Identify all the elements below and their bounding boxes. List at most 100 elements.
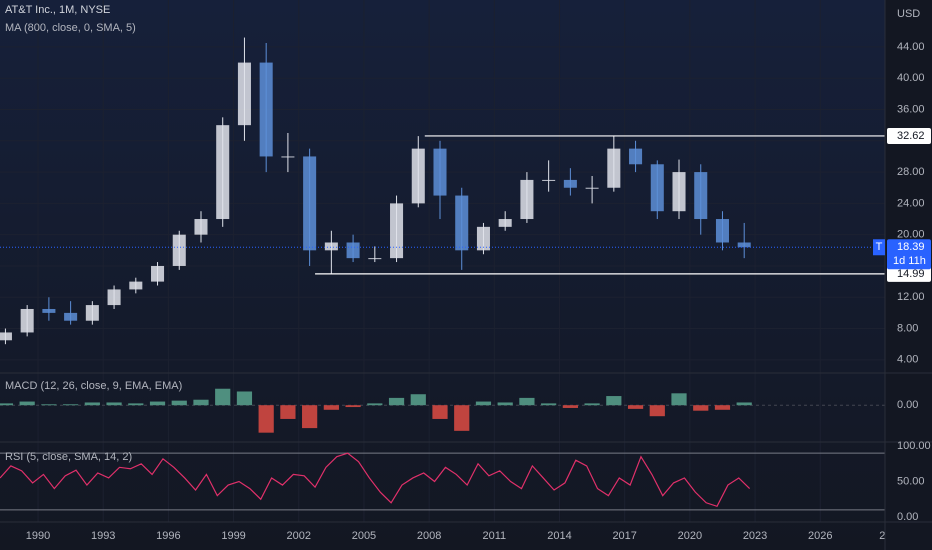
macd-bar bbox=[215, 388, 231, 406]
chart-title: AT&T Inc., 1M, NYSE bbox=[5, 4, 110, 16]
candle-body bbox=[563, 179, 577, 188]
level-tag bbox=[887, 127, 931, 144]
candle-body bbox=[259, 62, 273, 157]
candle-body bbox=[433, 148, 447, 196]
y-tick-label: 40.00 bbox=[897, 72, 925, 84]
x-tick-label: 2005 bbox=[352, 530, 376, 542]
x-tick-label: 2014 bbox=[547, 530, 571, 542]
macd-bar bbox=[280, 405, 296, 419]
macd-bar bbox=[63, 404, 79, 406]
y-tick-label: 20.00 bbox=[897, 229, 925, 241]
x-tick-label: 2020 bbox=[678, 530, 702, 542]
macd-bar bbox=[562, 405, 578, 408]
last-price-tag bbox=[887, 239, 931, 270]
candle-body bbox=[281, 156, 295, 158]
candle-body bbox=[107, 289, 121, 306]
candle-body bbox=[520, 179, 534, 220]
candle-body bbox=[194, 219, 208, 235]
macd-bar bbox=[171, 400, 187, 406]
x-tick-label: 2008 bbox=[417, 530, 441, 542]
candle-body bbox=[0, 332, 12, 341]
level-tag-label: 32.62 bbox=[897, 130, 925, 142]
candle-body bbox=[20, 308, 34, 333]
macd-bar bbox=[367, 403, 383, 406]
unit-label: USD bbox=[897, 8, 920, 20]
macd-label: MACD (12, 26, close, 9, EMA, EMA) bbox=[5, 380, 182, 392]
x-tick-label: 2023 bbox=[743, 530, 767, 542]
macd-bar bbox=[584, 403, 600, 406]
macd-bar bbox=[649, 405, 665, 417]
macd-bar bbox=[497, 402, 513, 406]
y-tick-label: 28.00 bbox=[897, 166, 925, 178]
macd-bar bbox=[193, 399, 209, 406]
candle-body bbox=[629, 148, 643, 165]
y-tick-label: 4.00 bbox=[897, 354, 918, 366]
candle-body bbox=[42, 308, 56, 313]
candle-body bbox=[368, 258, 382, 260]
candle-body bbox=[694, 172, 708, 220]
y-tick-label: 24.00 bbox=[897, 197, 925, 209]
candle-body bbox=[650, 164, 664, 212]
macd-bar bbox=[149, 401, 166, 406]
macd-bar bbox=[736, 402, 752, 406]
macd-bar bbox=[432, 405, 448, 419]
macd-bar bbox=[454, 405, 470, 431]
level-tag bbox=[887, 265, 931, 282]
candle-body bbox=[390, 203, 404, 259]
candle-body bbox=[737, 242, 751, 248]
candle-body bbox=[85, 305, 99, 321]
macd-bar bbox=[714, 405, 731, 410]
symbol-tag-label: T bbox=[876, 241, 883, 253]
y-tick-label: 36.00 bbox=[897, 103, 925, 115]
y-tick-label: 0.00 bbox=[897, 511, 918, 523]
y-tick-label: 8.00 bbox=[897, 322, 918, 334]
candle-body bbox=[172, 234, 186, 266]
macd-bar bbox=[627, 405, 644, 409]
candle-body bbox=[455, 195, 469, 251]
macd-bar bbox=[606, 396, 622, 406]
macd-bar bbox=[475, 401, 492, 406]
y-tick-label: 12.00 bbox=[897, 291, 925, 303]
macd-bar bbox=[410, 394, 426, 406]
axis-labels: 4.008.0012.0016.0020.0024.0028.0032.0036… bbox=[873, 41, 931, 523]
x-tick-label: 1996 bbox=[156, 530, 180, 542]
candle-body bbox=[607, 148, 621, 188]
macd-bar bbox=[302, 405, 318, 429]
y-tick-label: 44.00 bbox=[897, 41, 925, 53]
candle-body bbox=[542, 179, 556, 181]
macd-bar bbox=[128, 403, 144, 406]
countdown-label: 1d 11h bbox=[893, 255, 926, 267]
rsi-label: RSI (5, close, SMA, 14, 2) bbox=[5, 451, 132, 463]
candle-body bbox=[498, 219, 512, 227]
candle-body bbox=[324, 242, 338, 251]
candle-body bbox=[151, 265, 165, 282]
macd-bar bbox=[693, 405, 709, 411]
y-tick-label: 0.00 bbox=[897, 399, 918, 411]
macd-bar bbox=[84, 402, 100, 406]
x-tick-label: 2026 bbox=[808, 530, 832, 542]
x-tick-label: 1993 bbox=[91, 530, 115, 542]
candle-body bbox=[64, 312, 78, 321]
x-tick-label: 2011 bbox=[482, 530, 506, 542]
candle-body bbox=[237, 62, 251, 126]
last-price-label: 18.39 bbox=[897, 241, 925, 253]
y-tick-label: 50.00 bbox=[897, 475, 925, 487]
macd-bar bbox=[0, 403, 14, 406]
candle-body bbox=[585, 187, 599, 189]
symbol-tag bbox=[873, 239, 885, 256]
rsi-line bbox=[0, 452, 751, 508]
candle-body bbox=[411, 148, 425, 204]
candle-body bbox=[672, 172, 686, 212]
macd-bar bbox=[671, 393, 687, 406]
x-tick-label: 2002 bbox=[287, 530, 311, 542]
indicator-label: MA (800, close, 0, SMA, 5) bbox=[5, 22, 136, 34]
macd-bar bbox=[41, 404, 57, 406]
y-tick-label: 100.00 bbox=[897, 440, 931, 452]
macd-bar bbox=[106, 402, 122, 406]
macd-bar bbox=[519, 397, 535, 406]
macd-bar bbox=[541, 403, 557, 406]
candle-body bbox=[129, 281, 143, 290]
macd-bar bbox=[19, 401, 35, 406]
